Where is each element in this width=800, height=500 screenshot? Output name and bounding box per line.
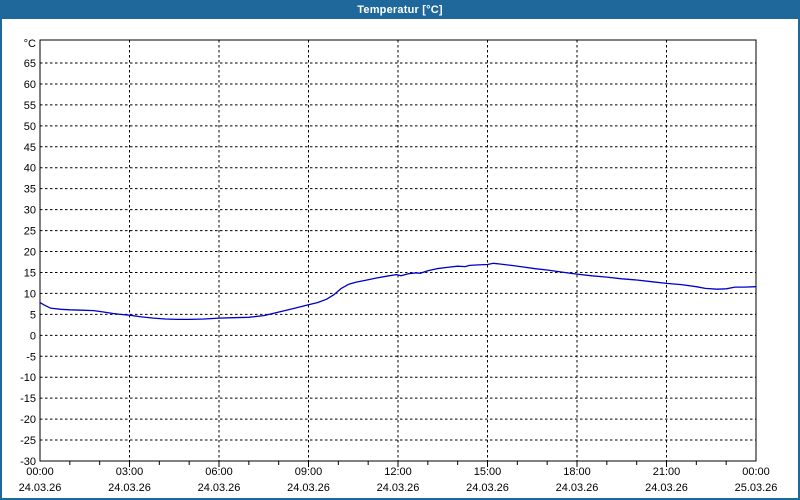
svg-text:25.03.26: 25.03.26 — [735, 482, 778, 494]
temperature-series-line — [39, 262, 757, 321]
svg-text:55: 55 — [24, 100, 36, 112]
svg-text:-20: -20 — [20, 414, 36, 426]
window-title: Temperatur [°C] — [357, 3, 443, 16]
svg-text:°C: °C — [24, 38, 36, 50]
svg-text:21:00: 21:00 — [653, 466, 681, 478]
svg-text:0: 0 — [30, 330, 36, 342]
svg-text:24.03.26: 24.03.26 — [108, 482, 151, 494]
window-titlebar: Temperatur [°C] — [0, 0, 800, 19]
svg-text:40: 40 — [24, 163, 36, 175]
svg-text:24.03.26: 24.03.26 — [198, 482, 241, 494]
axis-layer — [39, 39, 757, 467]
svg-text:24.03.26: 24.03.26 — [287, 482, 330, 494]
svg-text:50: 50 — [24, 121, 36, 133]
svg-text:24.03.26: 24.03.26 — [377, 482, 420, 494]
svg-text:18:00: 18:00 — [563, 466, 591, 478]
svg-text:00:00: 00:00 — [26, 466, 54, 478]
svg-text:30: 30 — [24, 205, 36, 217]
svg-text:-5: -5 — [26, 351, 36, 363]
svg-text:15: 15 — [24, 267, 36, 279]
svg-text:-10: -10 — [20, 372, 36, 384]
svg-text:-15: -15 — [20, 393, 36, 405]
svg-text:10: 10 — [24, 288, 36, 300]
svg-text:03:00: 03:00 — [116, 466, 144, 478]
svg-text:15:00: 15:00 — [474, 466, 502, 478]
svg-text:12:00: 12:00 — [384, 466, 412, 478]
svg-text:24.03.26: 24.03.26 — [556, 482, 599, 494]
svg-text:35: 35 — [24, 184, 36, 196]
svg-text:00:00: 00:00 — [742, 466, 770, 478]
svg-text:25: 25 — [24, 226, 36, 238]
svg-text:20: 20 — [24, 247, 36, 259]
svg-text:60: 60 — [24, 79, 36, 91]
svg-text:09:00: 09:00 — [295, 466, 323, 478]
svg-text:-30: -30 — [20, 456, 36, 468]
grid-layer — [40, 40, 756, 461]
svg-text:06:00: 06:00 — [205, 466, 233, 478]
svg-text:45: 45 — [24, 142, 36, 154]
svg-text:5: 5 — [30, 309, 36, 321]
svg-text:65: 65 — [24, 58, 36, 70]
svg-text:24.03.26: 24.03.26 — [466, 482, 509, 494]
axis-labels: -30 -25 -20 -15 -10 -5 0 5 10 15 20 25 30 35 40 45 50 55 6… — [19, 38, 778, 494]
svg-text:24.03.26: 24.03.26 — [19, 482, 62, 494]
svg-text:-25: -25 — [20, 435, 36, 447]
svg-text:24.03.26: 24.03.26 — [645, 482, 688, 494]
